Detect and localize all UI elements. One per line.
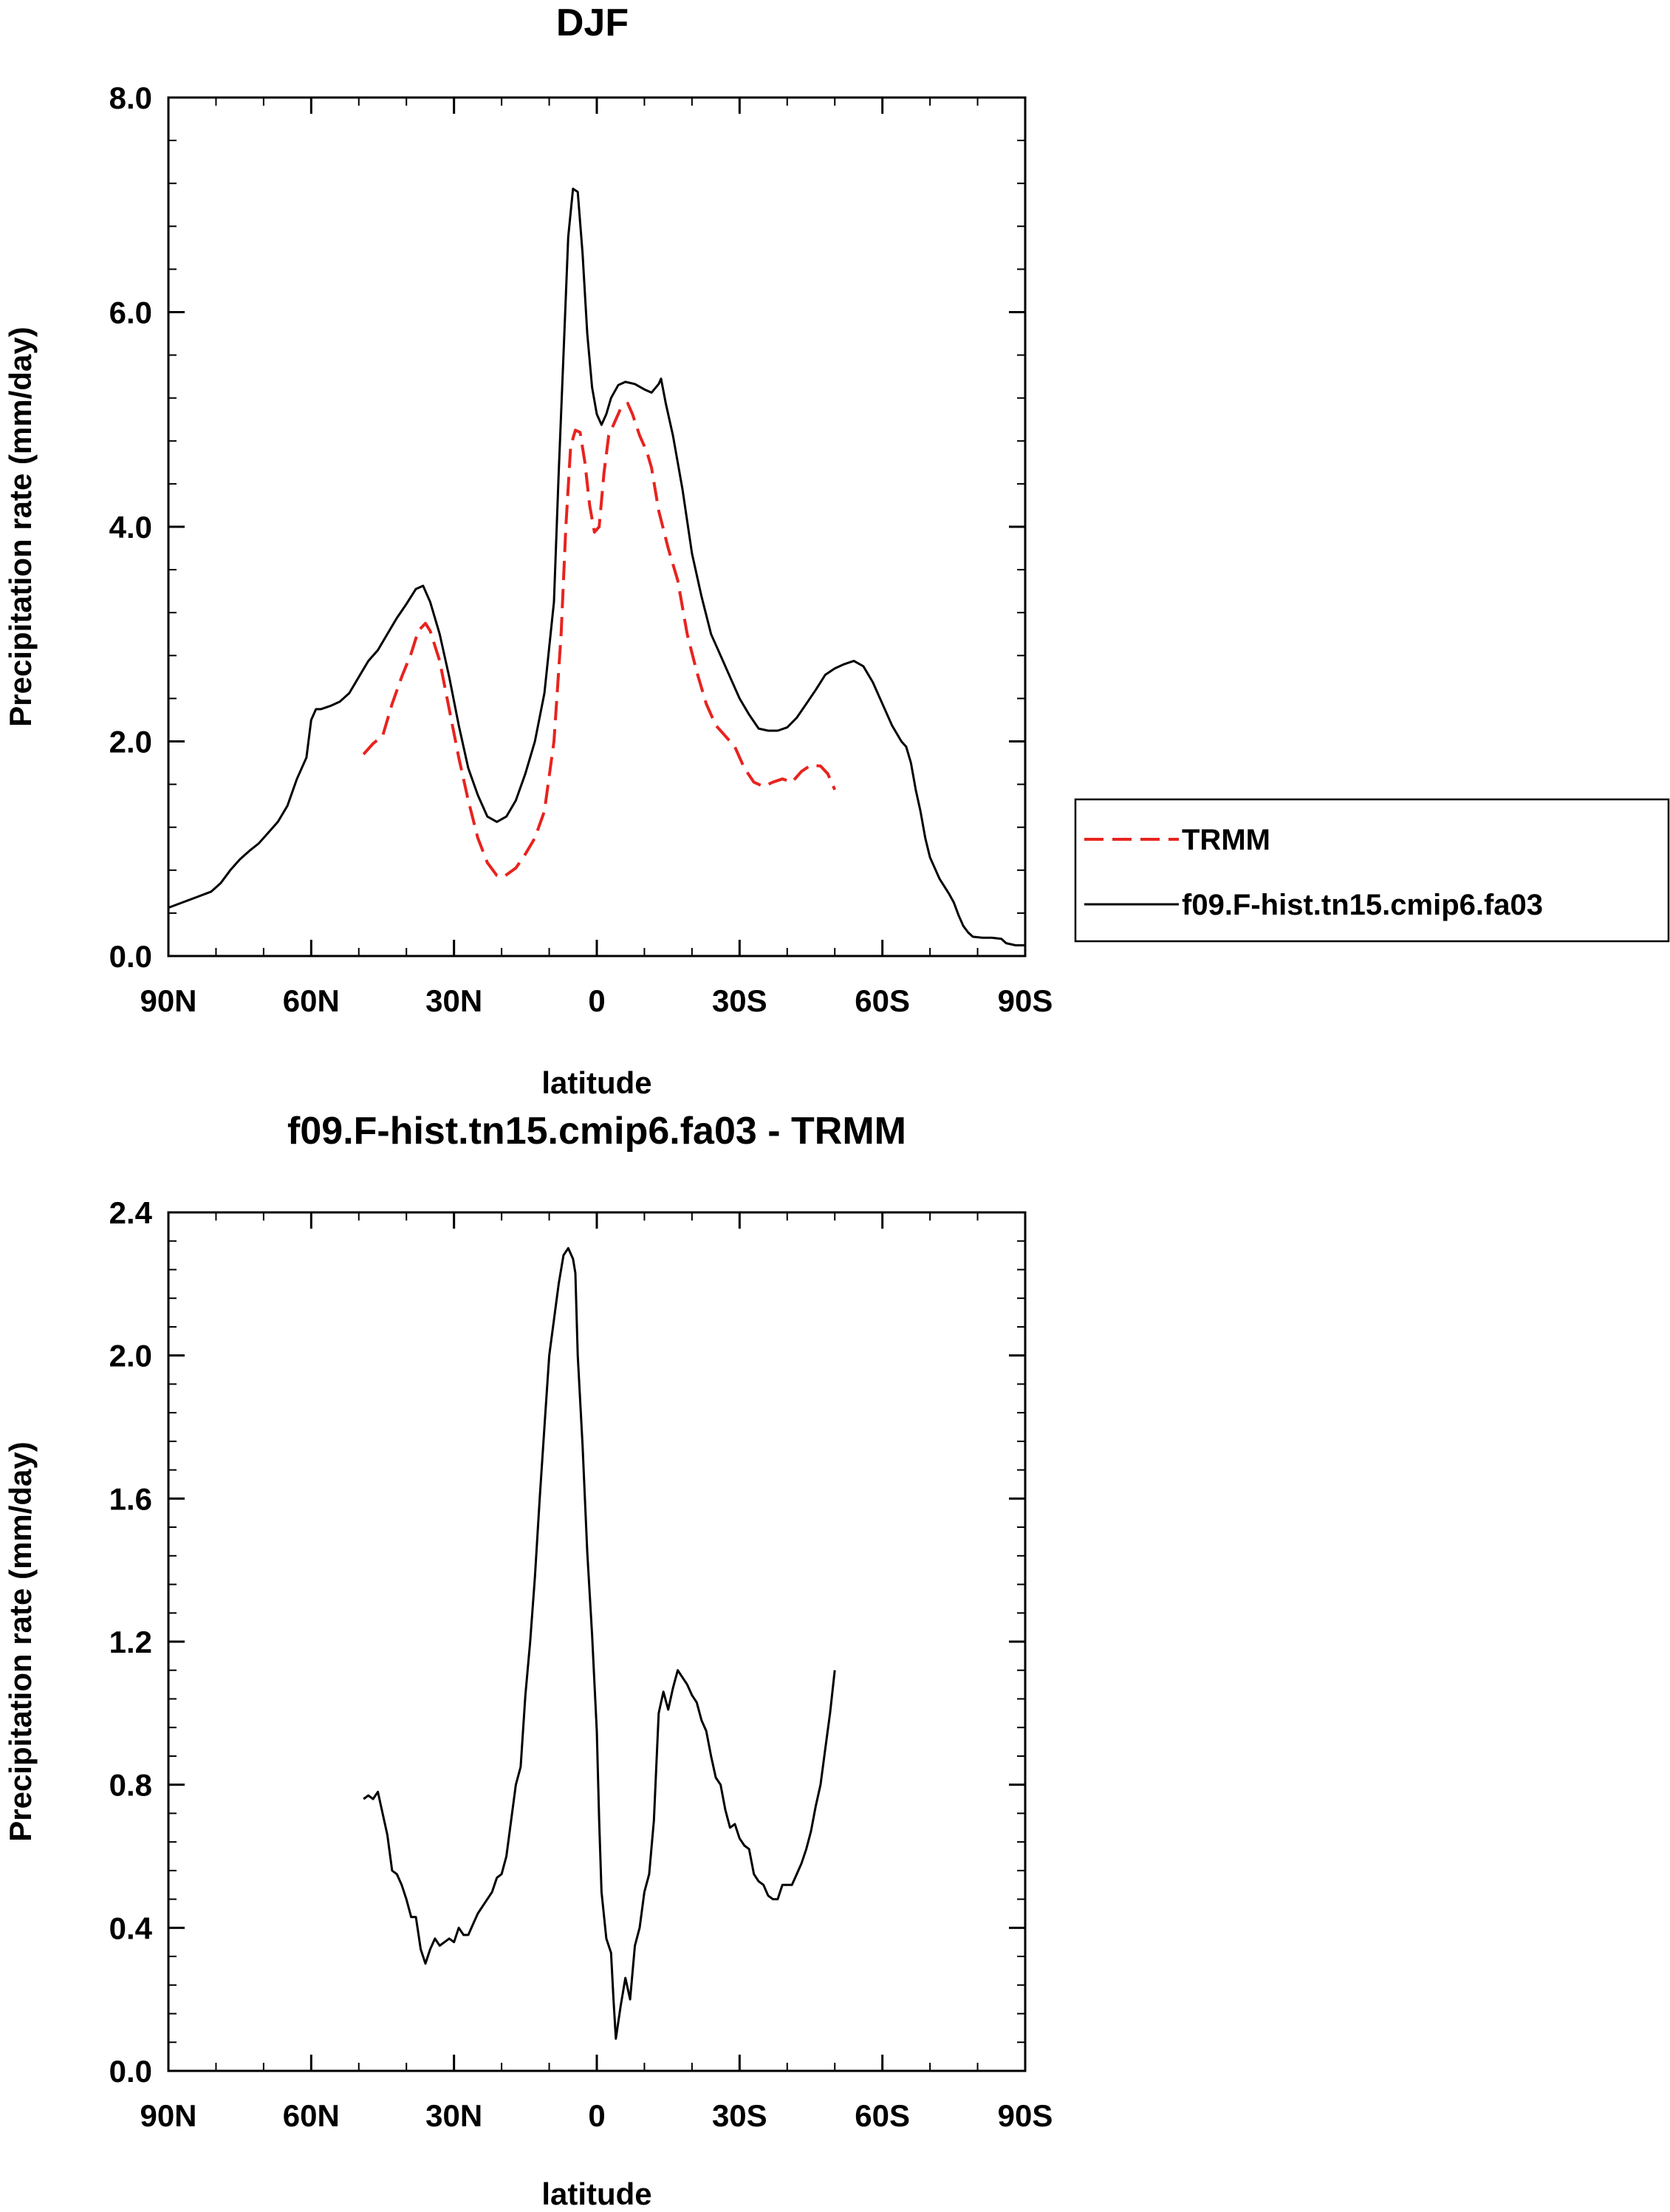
bottom-ytick-label: 0.4 <box>109 1911 153 1945</box>
top-series-model <box>168 188 1025 946</box>
bottom-ytick-label: 1.2 <box>109 1625 152 1659</box>
top-xtick-label: 60S <box>855 983 910 1018</box>
bottom-plot-area <box>363 1246 836 2040</box>
bottom-frame <box>167 1211 1027 2072</box>
top-ytick-label: 0.0 <box>109 939 152 974</box>
bottom-ytick-label: 0.0 <box>109 2054 152 2089</box>
top-ylabel: Precipitation rate (mm/day) <box>3 327 38 726</box>
top-xtick-label: 0 <box>588 983 605 1018</box>
legend-label-trmm: TRMM <box>1182 824 1270 856</box>
bottom-title: f09.F-hist.tn15.cmip6.fa03 - TRMM <box>287 1110 906 1153</box>
bottom-xlabel: latitude <box>541 2177 651 2211</box>
bottom-xtick-label: 30S <box>712 2098 767 2133</box>
bottom-xtick-label: 0 <box>588 2098 605 2133</box>
bottom-ytick-label: 1.6 <box>109 1481 152 1516</box>
top-ytick-label: 8.0 <box>109 81 152 115</box>
top-plot-area <box>168 188 1025 946</box>
bottom-xtick-label: 60N <box>283 2098 340 2133</box>
bottom-ytick-label: 2.4 <box>109 1195 153 1230</box>
legend-label-model: f09.F-hist.tn15.cmip6.fa03 <box>1182 889 1543 921</box>
top-series-trmm <box>362 402 837 878</box>
bottom-ytick-label: 0.8 <box>109 1768 152 1803</box>
top-xtick-label: 60N <box>283 983 340 1018</box>
top-ticks <box>167 96 1027 957</box>
bottom-xtick-label: 90N <box>140 2098 196 2133</box>
bottom-series-model <box>363 1246 836 2040</box>
bottom-panel: f09.F-hist.tn15.cmip6.fa03 - TRMM 90N 60N… <box>3 1110 1053 2211</box>
legend: TRMM f09.F-hist.tn15.cmip6.fa03 <box>1074 798 1670 943</box>
bottom-ticks <box>167 1211 1027 2072</box>
top-xtick-label: 90S <box>998 983 1053 1018</box>
top-ytick-label: 2.0 <box>109 725 152 759</box>
top-title: DJF <box>556 1 629 44</box>
top-xtick-label: 30S <box>712 983 767 1018</box>
bottom-xtick-label: 30N <box>425 2098 482 2133</box>
top-xtick-label: 30N <box>425 983 482 1018</box>
top-ytick-label: 4.0 <box>109 510 152 545</box>
bottom-xtick-label: 90S <box>998 2098 1053 2133</box>
top-frame <box>167 96 1027 957</box>
top-panel: DJF 90N 60N 30N 0 30S 60S 90S 0.0 2.0 4.0 6.0 8.0 l… <box>3 1 1670 1100</box>
bottom-ytick-label: 2.0 <box>109 1339 152 1373</box>
top-ytick-label: 6.0 <box>109 296 152 330</box>
bottom-tick-labels: 90N 60N 30N 0 30S 60S 90S 0.0 0.4 0.8 1.2 1.6 2.0 2.4 <box>109 1195 1053 2133</box>
top-xlabel: latitude <box>541 1065 651 1100</box>
legend-box <box>1074 798 1670 943</box>
top-tick-labels: 90N 60N 30N 0 30S 60S 90S 0.0 2.0 4.0 6.0 8.0 <box>109 81 1053 1018</box>
top-xtick-label: 90N <box>140 983 196 1018</box>
bottom-ylabel: Precipitation rate (mm/day) <box>3 1441 38 1841</box>
bottom-xtick-label: 60S <box>855 2098 910 2133</box>
